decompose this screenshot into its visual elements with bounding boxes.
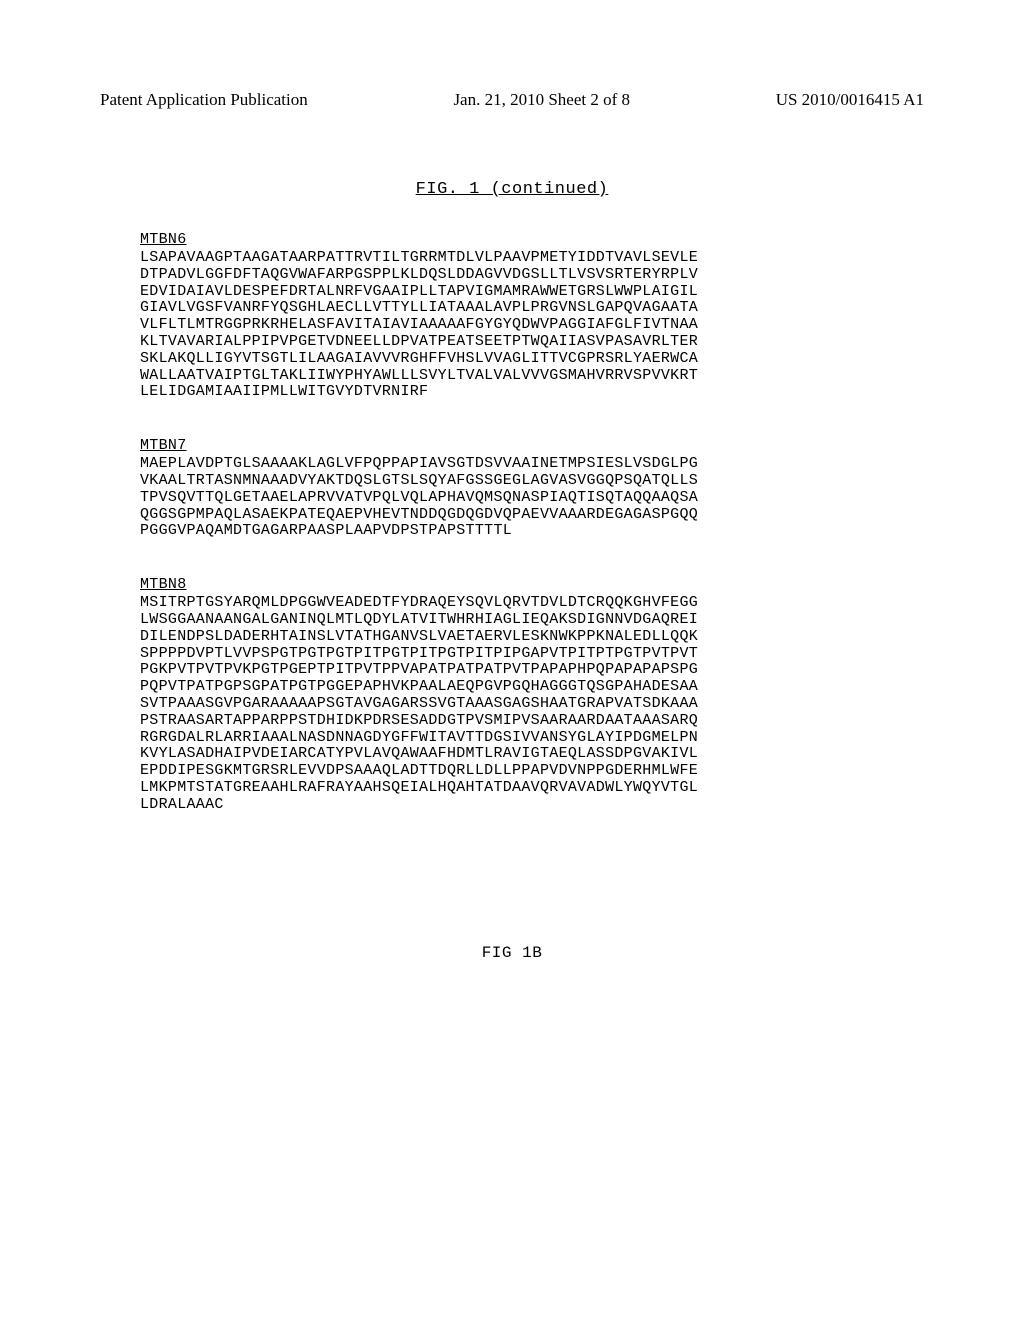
patent-page: Patent Application Publication Jan. 21, …	[0, 0, 1024, 1002]
header-left: Patent Application Publication	[100, 90, 308, 110]
sequence-body: MSITRPTGSYARQMLDPGGWVEADEDTFYDRAQEYSQVLQ…	[140, 595, 899, 813]
sequence-body: LSAPAVAAGPTAAGATAARPATTRVTILTGRRMTDLVLPA…	[140, 250, 899, 401]
page-header: Patent Application Publication Jan. 21, …	[95, 90, 929, 110]
sequence-label: MTBN6	[140, 231, 899, 248]
figure-title: FIG. 1 (continued)	[95, 180, 929, 199]
sequence-block-mtbn6: MTBN6 LSAPAVAAGPTAAGATAARPATTRVTILTGRRMT…	[95, 231, 929, 401]
sequence-body: MAEPLAVDPTGLSAAAAKLAGLVFPQPPAPIAVSGTDSVV…	[140, 456, 899, 540]
header-center: Jan. 21, 2010 Sheet 2 of 8	[453, 90, 630, 110]
sequence-block-mtbn8: MTBN8 MSITRPTGSYARQMLDPGGWVEADEDTFYDRAQE…	[95, 576, 929, 813]
sequence-label: MTBN7	[140, 437, 899, 454]
header-right: US 2010/0016415 A1	[776, 90, 924, 110]
figure-footer: FIG 1B	[95, 944, 929, 962]
sequence-block-mtbn7: MTBN7 MAEPLAVDPTGLSAAAAKLAGLVFPQPPAPIAVS…	[95, 437, 929, 540]
sequence-label: MTBN8	[140, 576, 899, 593]
